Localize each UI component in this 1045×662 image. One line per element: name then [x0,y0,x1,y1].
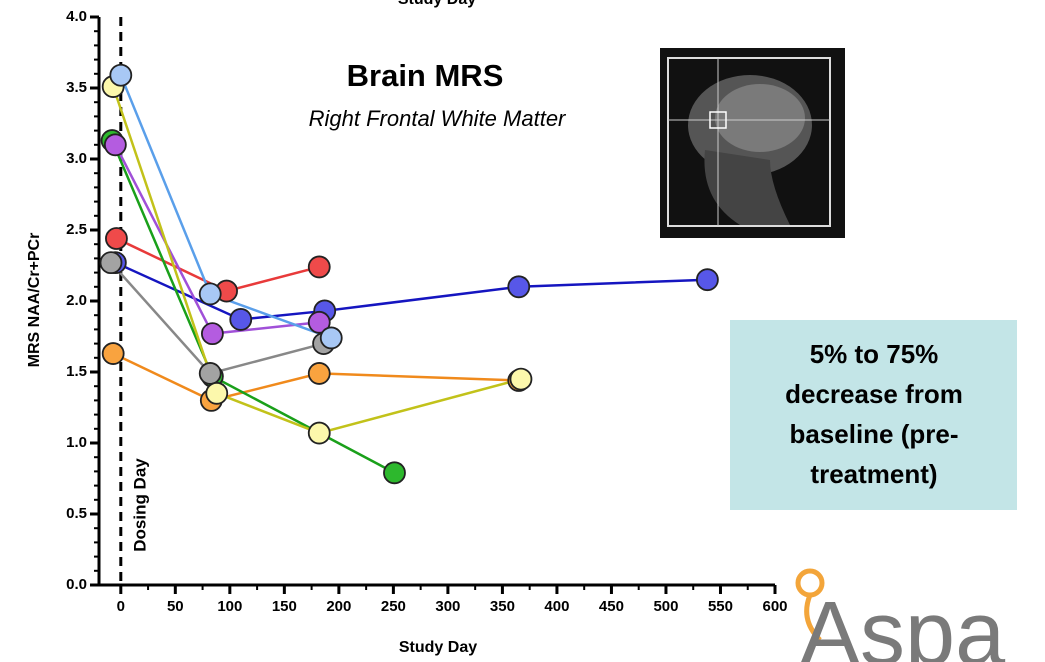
y-tick-label: 4.0 [66,8,87,25]
point [110,65,131,86]
x-tick-label: 550 [708,598,733,615]
mri-image [660,48,845,238]
note-line: 5% to 75% [810,339,939,369]
chart-subtitle: Right Frontal White Matter [309,106,567,131]
x-tick-label: 450 [599,598,624,615]
y-tick-label: 1.5 [66,363,87,380]
point [200,283,221,304]
chart: Study Day Brain MRS Right Frontal White … [0,0,1045,662]
top-label: Study Day [398,0,476,8]
point [100,252,121,273]
point [105,134,126,155]
point [103,343,124,364]
x-tick-label: 200 [326,598,351,615]
x-tick-label: 100 [217,598,242,615]
y-tick-label: 0.0 [66,576,87,593]
y-tick-label: 3.0 [66,150,87,167]
point [510,369,531,390]
point [309,363,330,384]
point [384,462,405,483]
x-tick-label: 400 [544,598,569,615]
note-line: decrease from [785,379,963,409]
y-tick-label: 3.5 [66,79,87,96]
point [321,327,342,348]
note-line: treatment) [810,459,937,489]
point [309,256,330,277]
y-axis-label: MRS NAA/Cr+PCr [26,233,43,368]
dosing-label: Dosing Day [130,458,149,552]
x-tick-label: 350 [490,598,515,615]
x-tick-label: 50 [167,598,184,615]
y-tick-label: 2.0 [66,292,87,309]
logo-text: Aspa [800,584,1006,662]
x-tick-label: 600 [762,598,787,615]
y-tick-label: 0.5 [66,505,87,522]
point [697,269,718,290]
series-line [115,145,319,334]
series-line [111,263,324,374]
x-tick-label: 300 [435,598,460,615]
point [309,423,330,444]
point [508,276,529,297]
y-tick-label: 2.5 [66,221,87,238]
point [106,228,127,249]
x-axis-label: Study Day [399,639,477,656]
point [200,363,221,384]
point [202,323,223,344]
point [206,383,227,404]
chart-title: Brain MRS [347,58,504,93]
note-line: baseline (pre- [789,419,958,449]
series-line [116,239,319,292]
x-tick-label: 500 [653,598,678,615]
x-tick-label: 250 [381,598,406,615]
x-tick-label: 0 [117,598,125,615]
y-tick-label: 1.0 [66,434,87,451]
x-tick-label: 150 [272,598,297,615]
point [230,309,251,330]
